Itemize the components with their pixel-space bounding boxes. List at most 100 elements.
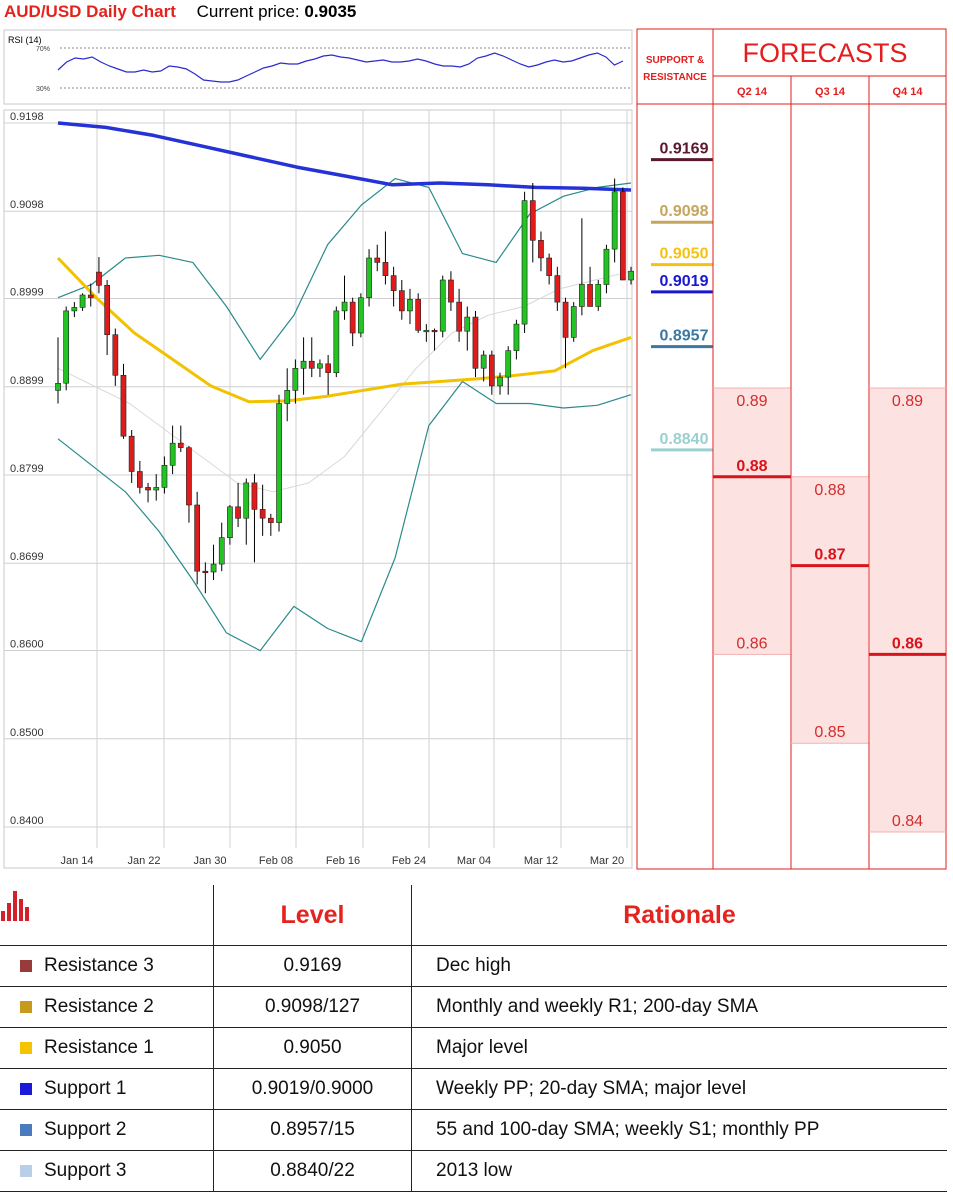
pivot-label: 0.9019 bbox=[660, 273, 709, 290]
forecast-title: FORECASTS bbox=[742, 38, 907, 68]
rsi-line bbox=[57, 52, 624, 83]
candle-body bbox=[619, 191, 626, 281]
candle-body bbox=[374, 257, 381, 263]
candle-body bbox=[538, 240, 544, 259]
candle-body bbox=[488, 354, 495, 387]
color-swatch-icon bbox=[20, 1165, 32, 1177]
candle-body bbox=[333, 310, 340, 373]
level-name-text: Resistance 2 bbox=[44, 996, 154, 1017]
table-row: Support 3 0.8840/22 2013 low bbox=[0, 1150, 947, 1192]
candle-body bbox=[202, 570, 209, 574]
x-tick-label: Mar 20 bbox=[590, 855, 624, 867]
chart-header: AUD/USD Daily Chart Current price: 0.903… bbox=[4, 2, 356, 26]
table-row: Resistance 3 0.9169 Dec high bbox=[0, 945, 947, 987]
x-tick-label: Feb 16 bbox=[326, 855, 360, 867]
y-tick-label: 0.8999 bbox=[10, 287, 44, 299]
forecast-range bbox=[870, 388, 945, 832]
level-value: 0.9098/127 bbox=[213, 986, 412, 1028]
candle-body bbox=[497, 376, 503, 387]
candle-body bbox=[71, 307, 78, 312]
quarter-header: Q3 14 bbox=[815, 86, 846, 98]
candle-body bbox=[611, 191, 618, 250]
candle-body bbox=[578, 284, 585, 307]
candle-body bbox=[169, 442, 176, 466]
rsi-title: RSI (14) bbox=[8, 35, 42, 45]
pivot-label: 0.8840 bbox=[660, 431, 709, 448]
candle-body bbox=[415, 299, 422, 331]
x-tick-label: Mar 12 bbox=[524, 855, 558, 867]
candle-body bbox=[472, 316, 479, 369]
forecast-range bbox=[792, 476, 868, 744]
pivot-label: 0.9098 bbox=[660, 203, 709, 220]
candle-body bbox=[153, 487, 160, 491]
rsi-70-label: 70% bbox=[36, 46, 50, 53]
price-label: Current price: bbox=[196, 2, 300, 21]
table-row: Resistance 1 0.9050 Major level bbox=[0, 1027, 947, 1069]
candle-body bbox=[87, 294, 94, 298]
level-name-text: Support 2 bbox=[44, 1119, 127, 1140]
level-value: 0.9169 bbox=[213, 945, 412, 987]
candle-body bbox=[448, 279, 454, 303]
candle-body bbox=[562, 301, 569, 338]
level-rationale: Weekly PP; 20-day SMA; major level bbox=[411, 1068, 947, 1110]
candle-body bbox=[284, 389, 291, 404]
x-tick-label: Feb 24 bbox=[392, 855, 426, 867]
candle-body bbox=[554, 275, 561, 303]
forecast-high-label: 0.89 bbox=[736, 393, 767, 410]
candle-body bbox=[112, 334, 119, 376]
candle-body bbox=[595, 284, 602, 307]
level-name: Support 2 bbox=[0, 1109, 214, 1151]
bb-lower-line bbox=[57, 380, 632, 652]
candle-body bbox=[570, 306, 577, 338]
candle-body bbox=[227, 506, 233, 538]
candle-body bbox=[521, 200, 528, 325]
candle-body bbox=[251, 482, 258, 510]
candle-body bbox=[480, 354, 487, 369]
bar-logo-icon bbox=[1, 891, 29, 921]
candle-body bbox=[382, 262, 389, 276]
pivot-label: 0.8957 bbox=[660, 328, 709, 345]
sr-header: SUPPORT & RESISTANCE bbox=[643, 55, 707, 83]
y-tick-label: 0.9098 bbox=[10, 199, 44, 211]
levels-table-header: Level Rationale bbox=[0, 885, 947, 946]
candlestick-chart: RSI (14)70% 30% 0.9198 0.9098 0.8999 0.8899 0.… bbox=[3, 28, 947, 870]
level-rationale: Monthly and weekly R1; 200-day SMA bbox=[411, 986, 947, 1028]
rsi-panel bbox=[3, 29, 633, 105]
candle-body bbox=[194, 504, 201, 572]
candle-body bbox=[300, 360, 307, 369]
quarter-header: Q2 14 bbox=[737, 86, 768, 98]
candle-body bbox=[120, 374, 127, 437]
level-value: 0.8840/22 bbox=[213, 1150, 412, 1192]
sma55-line bbox=[56, 256, 632, 404]
y-tick-label: 0.9198 bbox=[10, 111, 44, 123]
candle-body bbox=[407, 299, 413, 312]
candle-body bbox=[292, 367, 299, 391]
level-name: Resistance 3 bbox=[0, 945, 214, 987]
candle-body bbox=[63, 310, 69, 384]
y-tick-label: 0.8699 bbox=[10, 551, 44, 563]
rationale-header: Rationale bbox=[411, 885, 947, 946]
candle-body bbox=[276, 403, 282, 523]
candle-body bbox=[96, 271, 102, 286]
bb-middle-line bbox=[57, 270, 632, 493]
candle-body bbox=[628, 270, 634, 281]
level-rationale: 2013 low bbox=[411, 1150, 947, 1192]
table-row: Resistance 2 0.9098/127 Monthly and weekly… bbox=[0, 986, 947, 1028]
forecast-mid-label: 0.87 bbox=[814, 547, 845, 564]
level-value: 0.9050 bbox=[213, 1027, 412, 1069]
pivot-label: 0.9050 bbox=[660, 246, 709, 263]
candle-body bbox=[267, 517, 274, 523]
color-swatch-icon bbox=[20, 1042, 32, 1054]
color-swatch-icon bbox=[20, 1001, 32, 1013]
candle-body bbox=[317, 363, 323, 369]
level-name: Support 3 bbox=[0, 1150, 214, 1192]
candle-body bbox=[546, 257, 552, 276]
candle-body bbox=[325, 363, 332, 373]
x-tick-label: Feb 08 bbox=[259, 855, 293, 867]
forecast-low-label: 0.86 bbox=[736, 635, 767, 652]
pivot-label: 0.9169 bbox=[660, 141, 709, 158]
candle-body bbox=[308, 360, 315, 369]
level-name-text: Support 3 bbox=[44, 1160, 127, 1181]
candle-body bbox=[390, 275, 397, 291]
levels-table: Level Rationale Resistance 3 0.9169 Dec hi… bbox=[0, 885, 947, 1192]
